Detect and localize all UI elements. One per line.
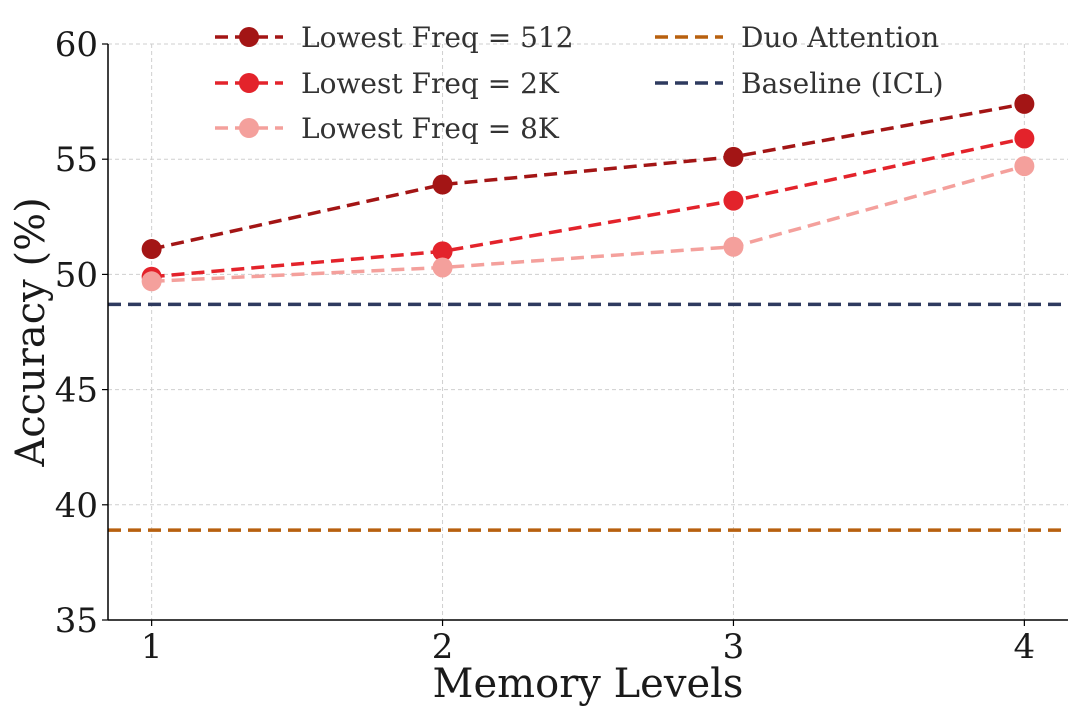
series-line-1 (151, 136, 1025, 279)
reference-lines (108, 302, 1068, 532)
legend-label-2: Lowest Freq = 8K (301, 112, 560, 145)
series-1-point (432, 241, 453, 262)
series-2-point (723, 236, 744, 257)
x-tick-label: 1 (141, 627, 163, 667)
series-0-point (141, 239, 162, 260)
legend-marker-1 (239, 73, 259, 93)
x-tick-label: 2 (432, 627, 454, 667)
x-axis-title: Memory Levels (433, 661, 744, 707)
series-1-point (723, 190, 744, 211)
tick-labels: 35 40 45 50 55 60 1 2 3 4 (55, 25, 1035, 667)
axes (102, 43, 1068, 626)
series-2-point (141, 271, 162, 292)
legend-label-3: Duo Attention (741, 21, 939, 54)
grid (108, 43, 1068, 621)
y-tick-label: 40 (55, 486, 98, 526)
series-1-point (1014, 128, 1035, 149)
legend-label-0: Lowest Freq = 512 (301, 21, 574, 54)
legend-marker-0 (239, 27, 259, 47)
series-2-point (1014, 156, 1035, 177)
series-group (141, 93, 1035, 292)
legend-label-4: Baseline (ICL) (741, 67, 944, 100)
y-tick-label: 35 (55, 601, 98, 641)
series-0-point (1014, 93, 1035, 114)
series-0-point (723, 146, 744, 167)
y-tick-label: 55 (55, 140, 98, 180)
series-2-point (432, 257, 453, 278)
x-tick-label: 4 (1014, 627, 1036, 667)
series-0-point (432, 174, 453, 195)
x-tick-label: 3 (723, 627, 745, 667)
y-tick-label: 60 (55, 25, 98, 65)
y-tick-label: 50 (55, 255, 98, 295)
series-line-0 (151, 102, 1025, 251)
legend-label-1: Lowest Freq = 2K (301, 67, 560, 100)
y-axis-title: Accuracy (%) (8, 197, 54, 467)
legend: Lowest Freq = 512 Lowest Freq = 2K Lowest … (215, 21, 944, 145)
legend-marker-2 (239, 118, 259, 138)
y-tick-label: 45 (55, 371, 98, 411)
series-line-2 (151, 164, 1025, 284)
